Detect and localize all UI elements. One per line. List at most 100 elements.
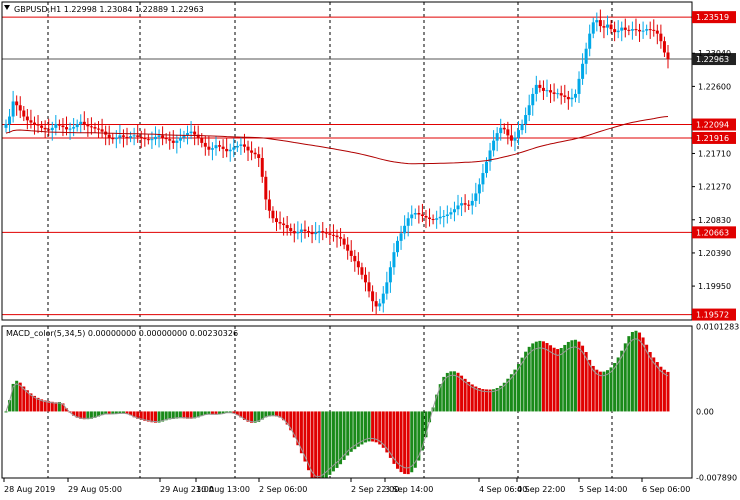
macd-bar	[210, 411, 214, 415]
macd-bar	[150, 411, 154, 423]
candle-body	[150, 139, 154, 141]
macd-bar	[114, 411, 118, 414]
candle-body	[86, 124, 90, 127]
candle-body	[517, 130, 521, 138]
time-axis-label: 6 Sep 06:00	[642, 485, 690, 494]
candle-body	[435, 218, 439, 220]
collapse-arrow-icon[interactable]	[4, 5, 10, 10]
candle-body	[264, 176, 268, 200]
macd-bar	[428, 411, 432, 423]
macd-bar	[242, 411, 246, 420]
candle-body	[200, 137, 204, 143]
macd-bar	[292, 411, 296, 438]
candle-body	[399, 233, 403, 241]
chart-frame	[1, 1, 693, 479]
macd-bar	[32, 395, 36, 412]
macd-bar	[324, 411, 328, 478]
candle-body	[456, 205, 460, 210]
macd-bar	[175, 411, 179, 419]
candle-body	[114, 137, 118, 140]
macd-bar	[303, 411, 307, 462]
macd-bar	[79, 411, 83, 419]
macd-bar	[182, 411, 186, 419]
candle-body	[623, 27, 627, 30]
macd-bar	[274, 411, 278, 417]
macd-bar	[577, 341, 581, 412]
macd-bar	[595, 369, 599, 412]
candle-body	[43, 127, 47, 130]
ma-line	[5, 116, 669, 165]
candle-body	[89, 126, 93, 128]
time-axis-label: 4 Sep 22:00	[517, 485, 565, 494]
candle-body	[463, 203, 467, 205]
macd-bar	[225, 411, 229, 413]
candle-body	[289, 228, 293, 232]
candle-body	[314, 232, 318, 235]
macd-signal-line	[5, 338, 669, 478]
macd-bar	[121, 411, 125, 414]
main-header: GBPUSD,H1 1.22998 1.23084 1.22889 1.2296…	[14, 5, 204, 14]
macd-bar	[178, 411, 182, 419]
macd-bar	[54, 402, 58, 412]
macd-axis-label: -0.007890	[696, 474, 737, 483]
candle-body	[274, 218, 278, 223]
macd-bar	[257, 411, 261, 422]
macd-axis-label: 0.00	[696, 407, 714, 416]
time-axis-label: 3 Sep 14:00	[385, 485, 433, 494]
price-axis-label: 1.20390	[698, 249, 731, 258]
macd-bar	[129, 411, 133, 416]
candle-body	[588, 33, 592, 49]
macd-bar	[278, 411, 282, 418]
candle-body	[235, 145, 239, 148]
macd-bar	[239, 411, 243, 418]
candle-body	[40, 125, 44, 128]
candle-body	[193, 131, 197, 135]
candle-body	[356, 261, 360, 268]
price-axis-label: 1.19950	[698, 282, 731, 291]
candle-body	[260, 157, 264, 177]
candle-body	[392, 252, 396, 268]
macd-bar	[36, 397, 40, 412]
macd-bar	[346, 411, 350, 456]
candle-body	[534, 84, 538, 94]
candle-body	[524, 115, 528, 125]
candle-body	[527, 105, 531, 116]
candle-body	[346, 244, 350, 251]
candle-body	[620, 27, 624, 31]
macd-bar	[613, 363, 617, 412]
macd-bar	[413, 411, 417, 468]
macd-bar	[132, 411, 136, 418]
candle-body	[203, 142, 207, 147]
macd-bar	[634, 330, 638, 412]
candle-body	[214, 145, 218, 149]
price-tag	[692, 226, 736, 239]
candle-body	[50, 127, 54, 131]
macd-bar	[481, 389, 485, 412]
candle-body	[278, 222, 282, 224]
macd-bar	[513, 369, 517, 412]
candle-body	[641, 30, 645, 32]
macd-bar	[598, 371, 602, 412]
macd-bar	[620, 350, 624, 412]
candle-body	[481, 173, 485, 185]
candle-body	[317, 231, 321, 233]
candle-body	[136, 135, 140, 137]
macd-bar	[467, 381, 471, 412]
macd-bar	[652, 357, 656, 412]
candle-body	[32, 122, 36, 125]
macd-bar	[588, 359, 592, 412]
macd-bar	[25, 390, 29, 412]
candle-body	[57, 124, 61, 126]
macd-bar	[139, 411, 143, 420]
macd-bar	[638, 332, 642, 412]
macd-bar	[630, 331, 634, 412]
macd-bar	[556, 349, 560, 412]
macd-bar	[143, 411, 147, 421]
candle-body	[29, 120, 33, 123]
candle-body	[36, 124, 40, 126]
time-axis-label: 4 Sep 06:00	[479, 485, 527, 494]
macd-histogram	[4, 330, 670, 478]
candle-body	[509, 135, 513, 141]
price-tag	[692, 118, 736, 131]
